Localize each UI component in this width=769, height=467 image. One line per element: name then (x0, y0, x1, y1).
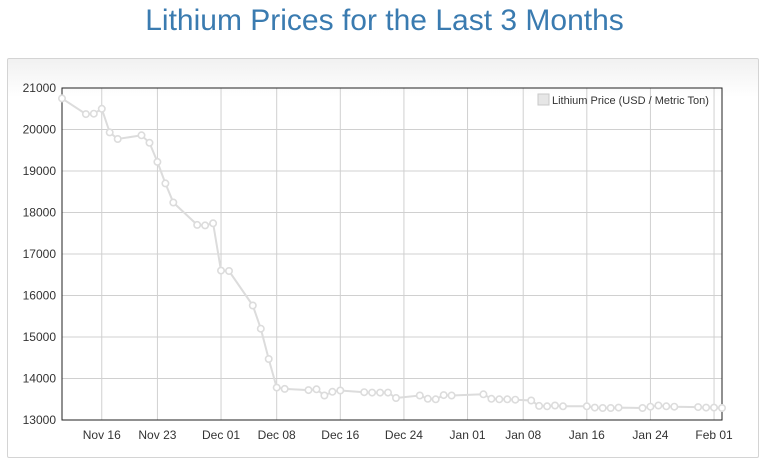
data-point[interactable] (81, 110, 90, 119)
gridlines (62, 87, 722, 421)
data-point[interactable] (598, 403, 607, 412)
data-point[interactable] (264, 354, 273, 363)
data-point[interactable] (272, 383, 281, 392)
data-point[interactable] (638, 403, 647, 412)
data-point[interactable] (256, 324, 265, 333)
line-chart: 13000 14000 15000 16000 17000 18000 19000 20000… (23, 81, 733, 442)
x-tick-label: Dec 01 (202, 428, 240, 442)
data-point[interactable] (717, 403, 726, 412)
data-point[interactable] (137, 131, 146, 140)
data-point[interactable] (702, 403, 711, 412)
page-title: Lithium Prices for the Last 3 Months (145, 4, 624, 37)
data-points (57, 94, 726, 412)
data-point[interactable] (336, 386, 345, 395)
y-tick-label: 20000 (23, 123, 57, 137)
data-point[interactable] (153, 157, 162, 166)
x-tick-label: Jan 24 (632, 428, 668, 442)
data-point[interactable] (535, 401, 544, 410)
data-point[interactable] (368, 388, 377, 397)
data-point[interactable] (423, 394, 432, 403)
data-point[interactable] (503, 395, 512, 404)
x-tick-label: Jan 01 (450, 428, 486, 442)
data-point[interactable] (479, 390, 488, 399)
y-tick-label: 19000 (23, 164, 57, 178)
chart-panel: 13000 14000 15000 16000 17000 18000 19000 20000… (7, 58, 759, 458)
y-tick-label: 14000 (23, 372, 57, 386)
data-point[interactable] (527, 396, 536, 405)
data-point[interactable] (376, 388, 385, 397)
data-point[interactable] (590, 403, 599, 412)
data-point[interactable] (606, 403, 615, 412)
data-point[interactable] (543, 402, 552, 411)
data-point[interactable] (201, 221, 210, 230)
data-point[interactable] (304, 386, 313, 395)
data-point[interactable] (558, 402, 567, 411)
data-point[interactable] (360, 388, 369, 397)
data-point[interactable] (113, 135, 122, 144)
data-point[interactable] (89, 109, 98, 118)
data-point[interactable] (383, 388, 392, 397)
y-tick-label: 21000 (23, 81, 57, 95)
y-tick-label: 16000 (23, 289, 57, 303)
data-point[interactable] (447, 391, 456, 400)
legend-swatch[interactable] (537, 93, 550, 106)
data-point[interactable] (193, 220, 202, 229)
data-point[interactable] (670, 402, 679, 411)
data-point[interactable] (487, 394, 496, 403)
y-tick-label: 17000 (23, 247, 57, 261)
x-tick-label: Dec 08 (258, 428, 296, 442)
x-tick-label: Feb 01 (695, 428, 733, 442)
data-point[interactable] (614, 403, 623, 412)
data-point[interactable] (312, 385, 321, 394)
data-point[interactable] (431, 395, 440, 404)
data-point[interactable] (654, 401, 663, 410)
data-point[interactable] (209, 219, 218, 228)
data-point[interactable] (145, 138, 154, 147)
data-point[interactable] (161, 179, 170, 188)
data-point[interactable] (248, 301, 257, 310)
data-point[interactable] (662, 402, 671, 411)
data-point[interactable] (320, 391, 329, 400)
data-point[interactable] (550, 401, 559, 410)
data-point[interactable] (57, 94, 66, 103)
x-tick-label: Dec 24 (385, 428, 423, 442)
x-tick-label: Nov 16 (83, 428, 121, 442)
data-point[interactable] (280, 384, 289, 393)
plot-frame (61, 87, 723, 421)
x-tick-label: Jan 08 (505, 428, 541, 442)
data-point[interactable] (694, 403, 703, 412)
y-axis-ticks: 13000 14000 15000 16000 17000 18000 19000 20000… (23, 81, 57, 427)
legend[interactable]: Lithium Price (USD / Metric Ton) (537, 93, 709, 107)
x-axis-ticks: Nov 16 Nov 23 Dec 01 Dec 08 Dec 16 Dec 24 Jan … (83, 428, 733, 442)
series-line (61, 97, 723, 410)
data-point[interactable] (495, 395, 504, 404)
legend-label[interactable]: Lithium Price (USD / Metric Ton) (552, 95, 709, 107)
x-tick-label: Nov 23 (138, 428, 176, 442)
data-point[interactable] (709, 403, 718, 412)
data-point[interactable] (415, 391, 424, 400)
x-tick-label: Jan 16 (569, 428, 605, 442)
data-point[interactable] (169, 198, 178, 207)
data-point[interactable] (646, 402, 655, 411)
data-point[interactable] (105, 128, 114, 137)
data-point[interactable] (225, 267, 234, 276)
data-point[interactable] (328, 387, 337, 396)
y-tick-label: 18000 (23, 206, 57, 220)
y-tick-label: 13000 (23, 413, 57, 427)
data-point[interactable] (511, 395, 520, 404)
data-point[interactable] (217, 266, 226, 275)
y-tick-label: 15000 (23, 330, 57, 344)
data-point[interactable] (97, 104, 106, 113)
data-point[interactable] (582, 402, 591, 411)
data-point[interactable] (391, 393, 400, 402)
data-point[interactable] (439, 391, 448, 400)
x-tick-label: Dec 16 (321, 428, 359, 442)
